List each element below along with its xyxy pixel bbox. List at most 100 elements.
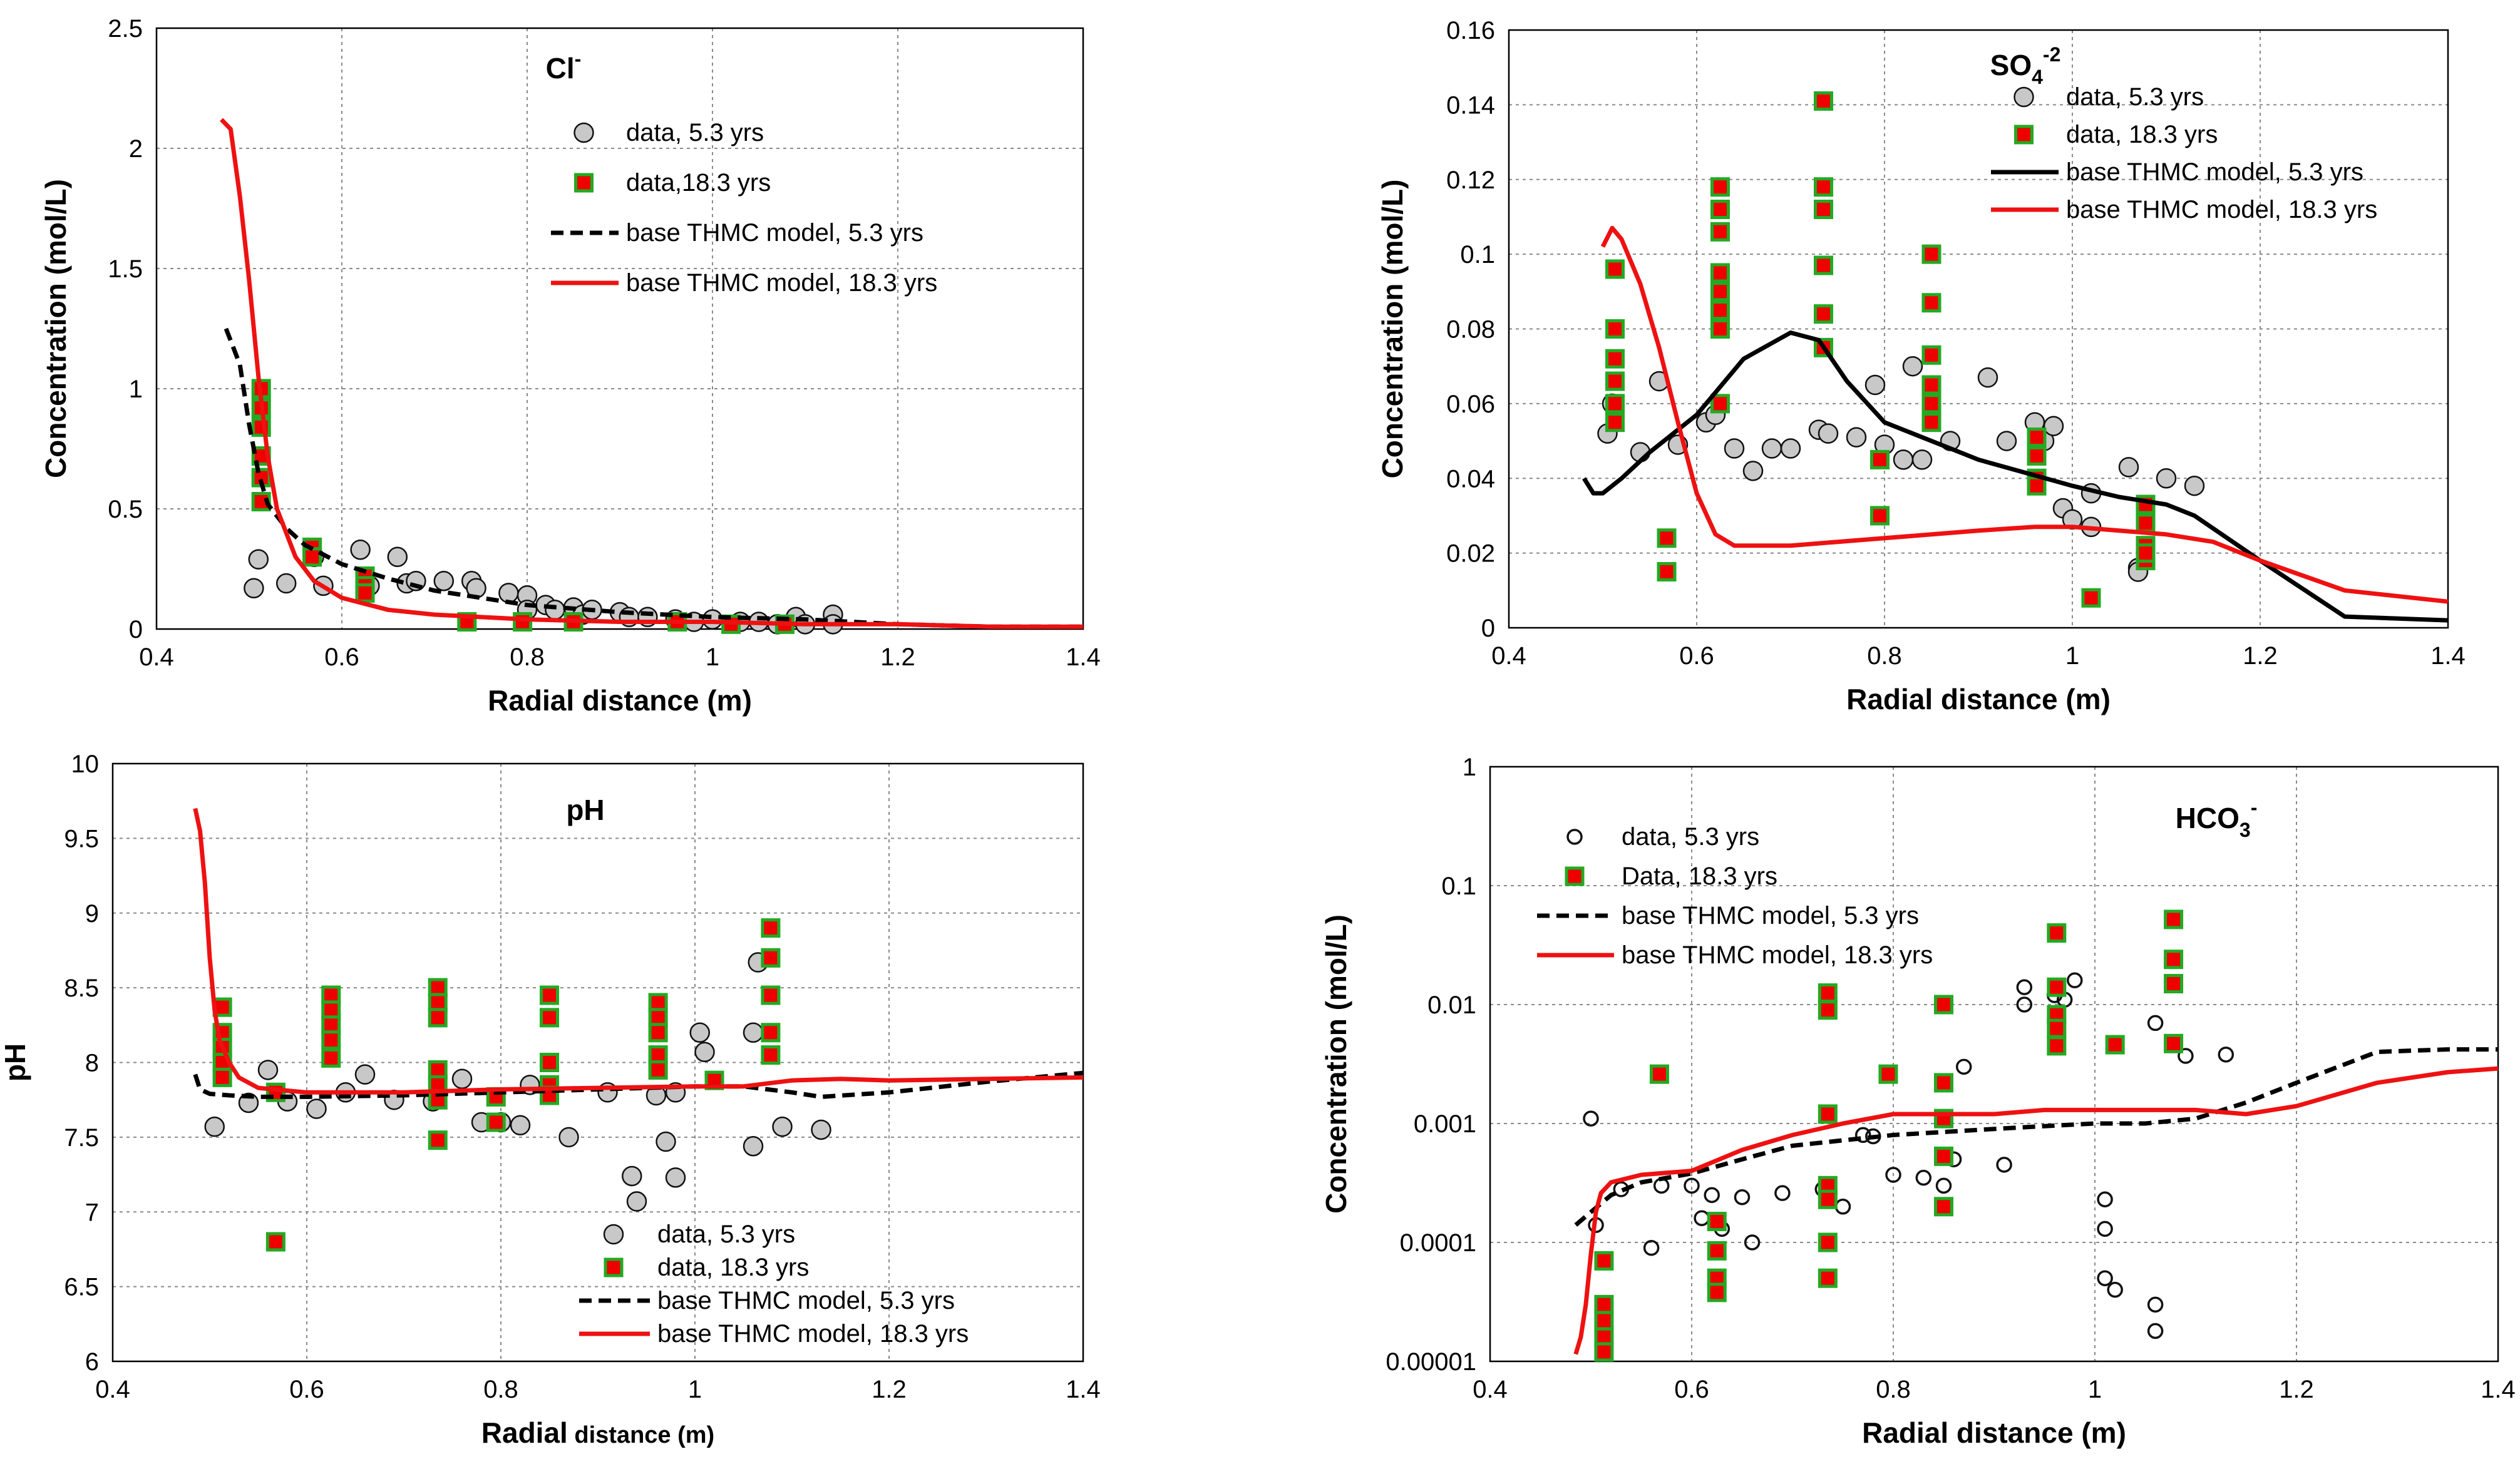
data-point-18-3-yrs	[648, 1060, 668, 1080]
data-point-18-3-yrs	[1657, 528, 1677, 548]
data-point-18-3-yrs	[355, 583, 375, 603]
data-point-18-3-yrs	[1710, 263, 1730, 283]
data-point-18-3-yrs	[1707, 1282, 1727, 1303]
data-point-5-3-yrs	[1818, 423, 1839, 444]
legend-label: data, 18.3 yrs	[657, 1254, 809, 1281]
data-point-18-3-yrs	[1707, 1241, 1727, 1261]
data-point-18-3-yrs	[2164, 1033, 2184, 1053]
y-tick-label: 0.1	[1441, 873, 1476, 900]
data-point-5-3-yrs	[1643, 1239, 1660, 1256]
data-point-18-3-yrs	[1710, 300, 1730, 320]
data-point-5-3-yrs	[626, 1191, 647, 1212]
chart-title-superscript: -	[2251, 796, 2258, 819]
data-point-5-3-yrs	[694, 1042, 715, 1063]
data-point-5-3-yrs	[2118, 457, 2139, 478]
data-point-5-3-yrs	[772, 1116, 793, 1137]
y-tick-label: 0.12	[1446, 166, 1495, 194]
data-point-18-3-yrs	[1818, 1232, 1838, 1252]
x-axis-label-rest: distance (m)	[568, 1422, 714, 1448]
legend-label: base THMC model, 5.3 yrs	[626, 219, 923, 247]
data-point-18-3-yrs	[1870, 506, 1890, 526]
data-point-18-3-yrs	[1605, 371, 1625, 391]
data-point-5-3-yrs	[1864, 374, 1886, 396]
legend-marker	[603, 1224, 624, 1245]
y-tick-label: 2	[129, 135, 143, 163]
data-point-18-3-yrs	[1921, 412, 1941, 433]
data-point-5-3-yrs	[1583, 1110, 1599, 1127]
legend-marker	[1566, 829, 1583, 845]
chart-cl: 0.4 0.6 0.8 1 1.2 1.4 0 0.5 1 1.5 2 2.5 Radial dista…	[39, 15, 1101, 717]
data-point-18-3-yrs	[2164, 909, 2184, 929]
data-point-18-3-yrs	[1710, 200, 1730, 219]
chart-title-subscript: 4	[2032, 66, 2043, 88]
data-point-18-3-yrs	[1710, 222, 1730, 242]
y-tick-label: 8	[85, 1050, 99, 1077]
data-point-5-3-yrs	[2107, 1281, 2123, 1298]
chart-title: pH	[566, 794, 604, 826]
data-point-18-3-yrs	[1818, 983, 1838, 1003]
y-tick-label: 0	[129, 616, 143, 643]
x-tick-label: 0.6	[324, 643, 359, 671]
data-point-18-3-yrs	[2047, 923, 2067, 943]
data-point-5-3-yrs	[354, 1064, 376, 1085]
legend: data, 5.3 yrs data, 18.3 yrs base THMC mod…	[1991, 83, 2377, 223]
series-1-points	[1583, 972, 2235, 1339]
data-point-18-3-yrs	[1818, 1000, 1838, 1020]
data-point-18-3-yrs	[1921, 244, 1941, 264]
data-point-18-3-yrs	[212, 1067, 232, 1087]
data-point-18-3-yrs	[1594, 1251, 1614, 1271]
data-point-18-3-yrs	[1814, 91, 1833, 111]
plot-area-frame	[1489, 765, 2499, 1363]
data-point-5-3-yrs	[257, 1060, 279, 1080]
y-tick-label: 0.001	[1414, 1110, 1476, 1138]
y-tick-label: 7	[85, 1199, 99, 1226]
chart-title-superscript: -2	[2043, 43, 2060, 66]
data-point-18-3-yrs	[2027, 427, 2047, 448]
chart-title: Cl-	[546, 48, 582, 84]
x-tick-label: 1	[688, 1376, 702, 1403]
x-axis-label: Radial distance (m)	[488, 684, 752, 717]
data-point-18-3-yrs	[1921, 345, 1941, 365]
data-point-5-3-yrs	[1955, 1058, 1972, 1075]
x-tick-label: 0.4	[1491, 642, 1526, 670]
legend-label: data, 5.3 yrs	[626, 119, 764, 146]
data-point-18-3-yrs	[761, 948, 781, 968]
chart-ph: 0.4 0.6 0.8 1 1.2 1.4 6 6.5 7 7.5 8 8.5 9 9.5 10 Radial…	[0, 750, 1101, 1449]
data-point-5-3-yrs	[811, 1119, 831, 1140]
data-point-18-3-yrs	[1710, 394, 1730, 414]
x-tick-label: 0.8	[1867, 642, 1902, 670]
data-point-5-3-yrs	[204, 1116, 225, 1137]
legend-label: base THMC model, 5.3 yrs	[1622, 902, 1919, 929]
data-point-5-3-yrs	[743, 1135, 764, 1157]
y-tick-label: 0.14	[1446, 91, 1495, 119]
series-3-model-line	[1574, 1047, 2498, 1227]
y-tick-label: 7.5	[64, 1124, 99, 1152]
data-point-5-3-yrs	[1694, 1210, 1710, 1226]
chart-title-main: SO	[1990, 49, 2032, 81]
data-point-18-3-yrs	[1934, 1146, 1953, 1166]
data-point-18-3-yrs	[1649, 1064, 1669, 1084]
data-point-5-3-yrs	[2016, 996, 2033, 1013]
data-point-18-3-yrs	[1707, 1212, 1727, 1232]
data-point-18-3-yrs	[428, 1008, 448, 1028]
y-tick-label: 0.04	[1446, 465, 1495, 493]
data-point-18-3-yrs	[1814, 177, 1833, 197]
chart-title-main: pH	[566, 794, 604, 826]
data-point-18-3-yrs	[302, 547, 322, 567]
y-axis-label: pH	[0, 1043, 31, 1082]
data-point-5-3-yrs	[2067, 972, 2083, 988]
legend-label: data, 5.3 yrs	[657, 1221, 795, 1248]
data-point-18-3-yrs	[2081, 588, 2101, 608]
data-point-18-3-yrs	[761, 918, 781, 938]
data-point-5-3-yrs	[2156, 468, 2177, 489]
data-point-18-3-yrs	[1605, 394, 1625, 414]
data-point-5-3-yrs	[248, 549, 269, 570]
x-tick-label: 1.4	[1066, 643, 1101, 671]
data-point-18-3-yrs	[2136, 543, 2156, 563]
data-point-18-3-yrs	[1657, 561, 1677, 581]
data-point-18-3-yrs	[486, 1112, 506, 1132]
chart-title-superscript: -	[575, 48, 582, 70]
y-axis-label: Concentration (mol/L)	[39, 179, 72, 478]
data-point-5-3-yrs	[689, 1022, 710, 1043]
series-4-model-line	[1600, 225, 2449, 604]
